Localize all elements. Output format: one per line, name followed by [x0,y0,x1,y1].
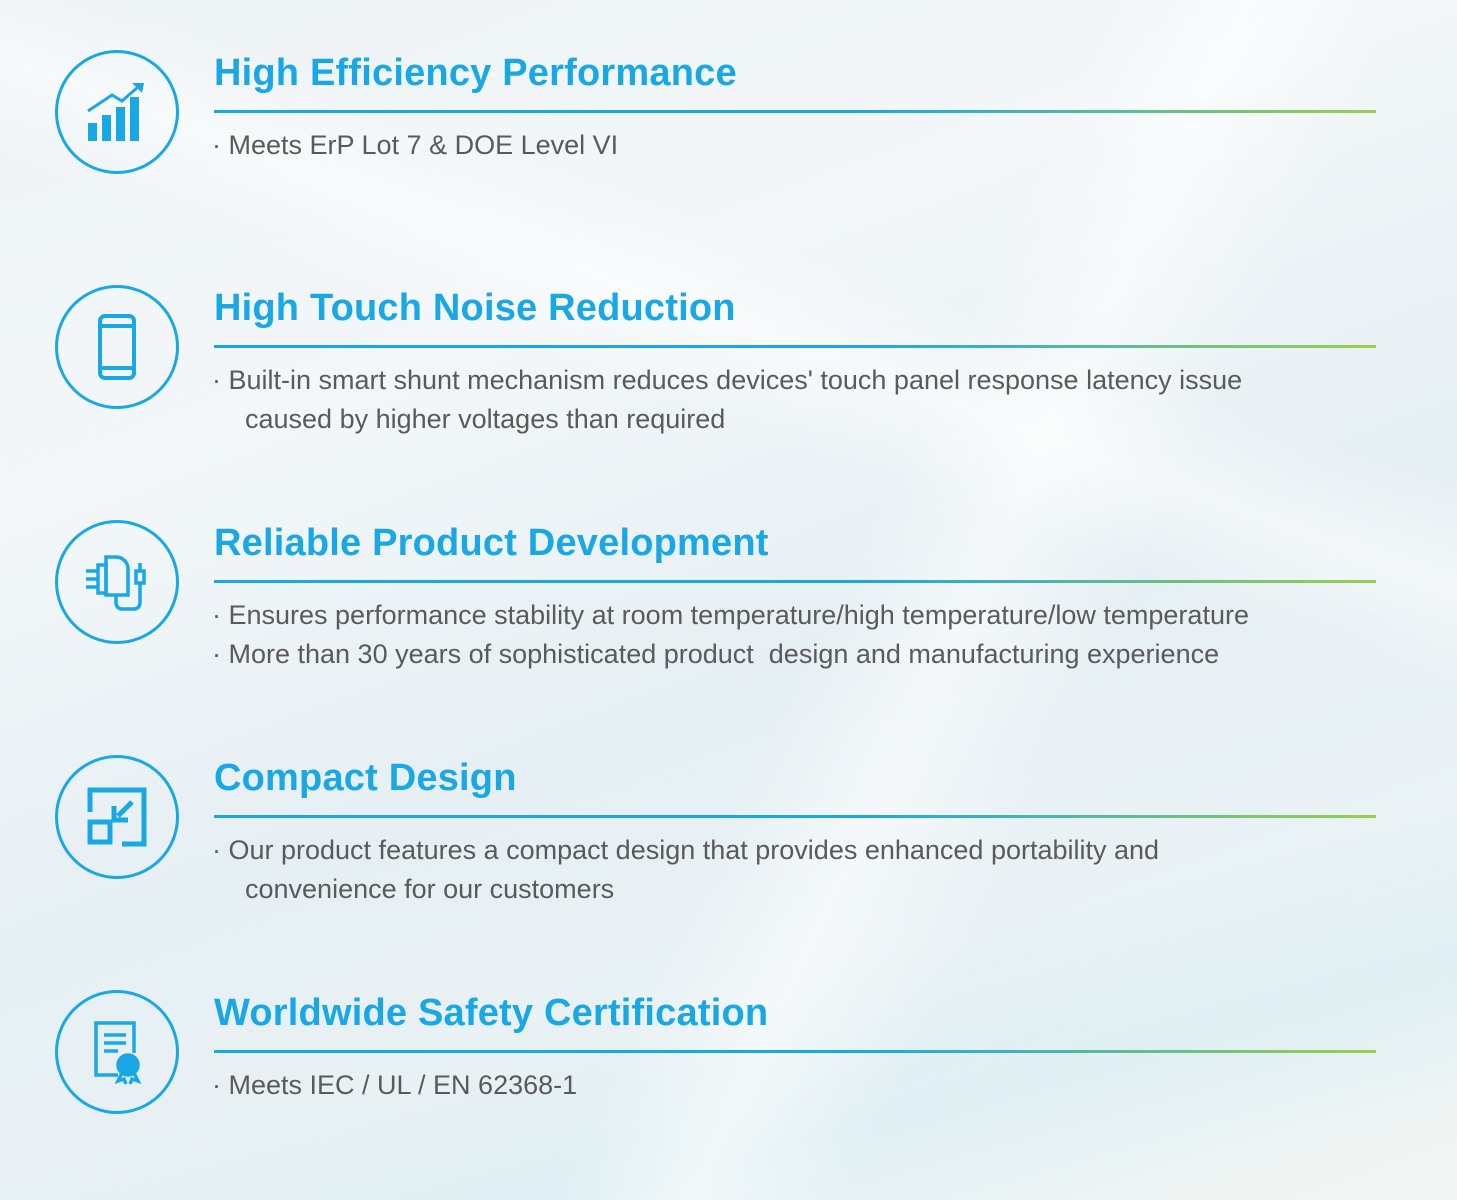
feature-title: High Efficiency Performance [214,52,737,94]
feature-title: High Touch Noise Reduction [214,287,736,329]
divider [214,1050,1376,1053]
feature-bullet: · Meets IEC / UL / EN 62368-1 [212,1070,578,1100]
divider [214,345,1376,348]
feature-title: Compact Design [214,757,517,799]
feature-bullet: · More than 30 years of sophisticated pr… [212,639,1220,669]
feature-bullet: · Ensures performance stability at room … [212,600,1249,630]
feature-title: Reliable Product Development [214,522,769,564]
charger-adapter-icon [55,520,179,644]
divider [214,815,1376,818]
divider [214,580,1376,583]
feature-compact-design: Compact Design · Our product features a … [0,705,1457,940]
smartphone-icon [55,285,179,409]
feature-bullet: · Our product features a compact design … [212,835,1160,904]
feature-title: Worldwide Safety Certification [214,992,769,1034]
feature-bullet: · Meets ErP Lot 7 & DOE Level VI [212,130,619,160]
feature-reliable-development: Reliable Product Development · Ensures p… [0,470,1457,705]
bar-chart-growth-icon [55,50,179,174]
compact-resize-icon [55,755,179,879]
certificate-icon [55,990,179,1114]
feature-safety-certification: Worldwide Safety Certification · Meets I… [0,940,1457,1175]
feature-touch-noise: High Touch Noise Reduction · Built-in sm… [0,235,1457,470]
divider [214,110,1376,113]
feature-high-efficiency: High Efficiency Performance · Meets ErP … [0,0,1457,235]
feature-bullet: · Built-in smart shunt mechanism reduces… [212,365,1243,434]
